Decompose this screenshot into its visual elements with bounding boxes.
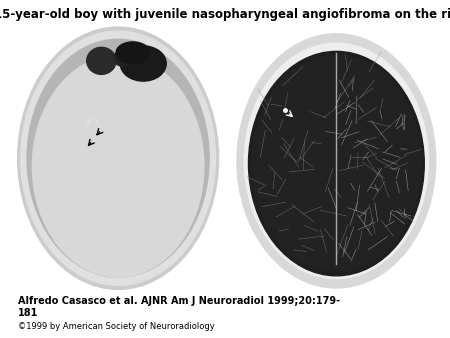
Ellipse shape	[25, 37, 211, 280]
Ellipse shape	[28, 41, 208, 276]
Text: 181: 181	[18, 308, 38, 318]
Ellipse shape	[32, 45, 205, 272]
Ellipse shape	[120, 46, 166, 81]
Ellipse shape	[40, 66, 196, 266]
Text: ©1999 by American Society of Neuroradiology: ©1999 by American Society of Neuroradiol…	[18, 321, 215, 331]
Ellipse shape	[27, 39, 209, 277]
Ellipse shape	[252, 55, 421, 272]
Ellipse shape	[34, 58, 202, 274]
Text: Case 1: 15-year-old boy with juvenile nasopharyngeal angiofibroma on the right s: Case 1: 15-year-old boy with juvenile na…	[0, 8, 450, 21]
Ellipse shape	[21, 31, 216, 285]
Text: Alfredo Casasco et al. AJNR Am J Neuroradiol 1999;20:179-: Alfredo Casasco et al. AJNR Am J Neurora…	[18, 296, 340, 306]
Text: A: A	[22, 274, 31, 285]
Text: AJNR: AJNR	[274, 297, 335, 318]
Text: AMERICAN JOURNAL OF NEURORADIOLOGY: AMERICAN JOURNAL OF NEURORADIOLOGY	[298, 320, 391, 324]
Text: L: L	[410, 274, 416, 285]
Text: R: R	[261, 276, 266, 282]
Text: R: R	[274, 274, 281, 285]
Text: R: R	[51, 274, 59, 285]
Ellipse shape	[248, 51, 424, 276]
Ellipse shape	[244, 43, 428, 279]
Text: B: B	[238, 274, 247, 285]
Ellipse shape	[237, 34, 436, 288]
Ellipse shape	[87, 47, 116, 74]
Ellipse shape	[32, 55, 204, 277]
Ellipse shape	[116, 42, 149, 64]
Ellipse shape	[32, 55, 204, 277]
Text: L: L	[191, 274, 198, 285]
Ellipse shape	[18, 27, 219, 289]
Ellipse shape	[114, 50, 130, 66]
